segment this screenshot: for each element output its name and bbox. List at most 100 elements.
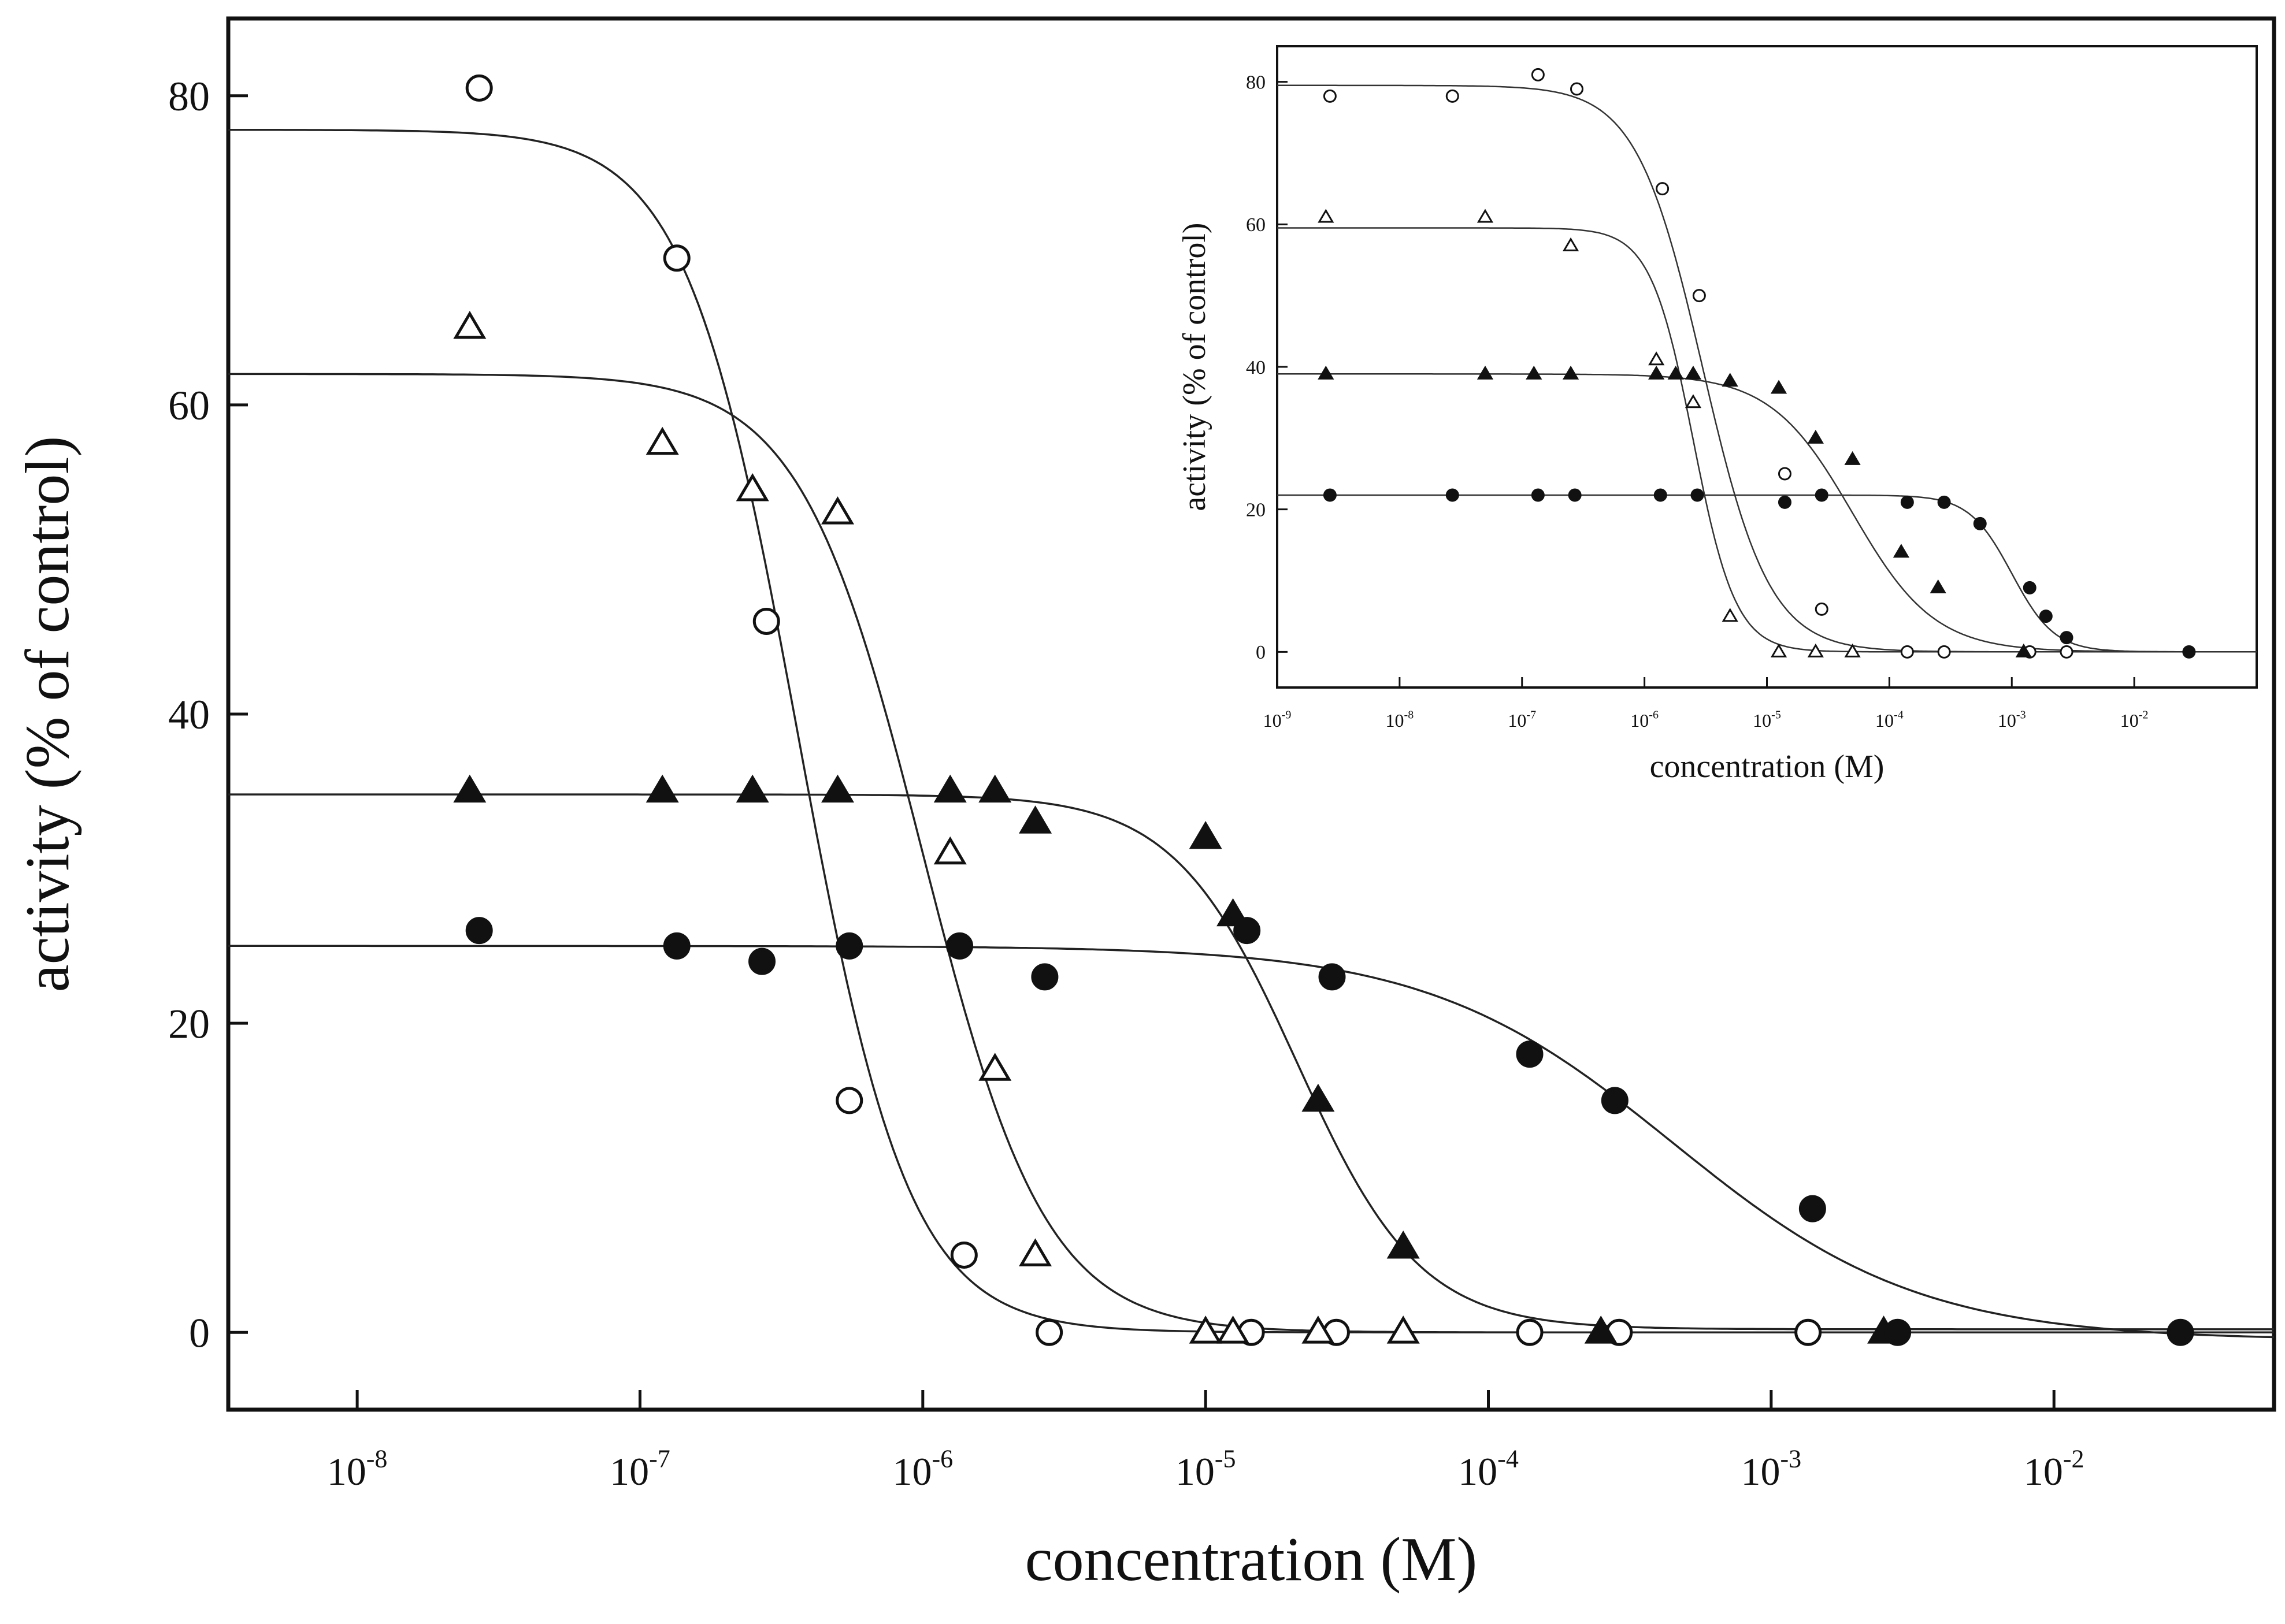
inset-data-point-filled-circle bbox=[1778, 495, 1791, 509]
main-x-tick-label: 10-7 bbox=[610, 1444, 670, 1493]
main-data-point-open-triangle bbox=[736, 473, 769, 501]
inset-data-point-open-circle bbox=[1531, 68, 1545, 81]
main-series-filled-triangle bbox=[453, 774, 1901, 1344]
main-data-point-filled-triangle bbox=[453, 774, 487, 803]
main-data-point-open-circle bbox=[752, 607, 780, 635]
inset-y-axis-label: activity (% of control) bbox=[1177, 222, 1212, 511]
main-data-point-filled-triangle bbox=[933, 774, 967, 803]
inset-y-tick-label: 20 bbox=[1246, 500, 1266, 521]
inset-data-point-open-circle bbox=[2060, 645, 2073, 659]
main-data-point-filled-circle bbox=[1031, 963, 1059, 991]
main-data-point-filled-circle bbox=[1798, 1195, 1826, 1222]
main-data-point-filled-triangle bbox=[1189, 820, 1222, 849]
main-data-point-filled-triangle bbox=[1301, 1083, 1335, 1112]
inset-data-point-open-triangle bbox=[1648, 351, 1665, 366]
main-y-tick-label: 0 bbox=[189, 1310, 210, 1356]
main-y-axis: 0 20 40 60 80 bbox=[168, 73, 248, 1356]
inset-x-tick-label: 10-4 bbox=[1875, 709, 1904, 731]
inset-data-point-open-triangle bbox=[1807, 643, 1824, 657]
inset-data-point-filled-circle bbox=[1568, 488, 1582, 502]
inset-data-point-open-circle bbox=[1900, 645, 1914, 659]
inset-y-tick-label: 0 bbox=[1256, 642, 1266, 663]
main-data-point-filled-circle bbox=[1884, 1318, 1912, 1346]
main-data-point-filled-circle bbox=[1233, 917, 1261, 945]
inset-data-point-open-circle bbox=[1570, 82, 1583, 96]
main-x-axis: 10-8 10-7 10-6 10-5 10-4 10-3 10-2 bbox=[327, 1390, 2084, 1493]
inset-data-point-filled-circle bbox=[2039, 610, 2053, 623]
main-data-point-filled-triangle bbox=[646, 774, 679, 803]
main-data-point-filled-triangle bbox=[1584, 1315, 1618, 1344]
main-x-tick-label: 10-4 bbox=[1458, 1444, 1519, 1493]
main-x-tick-label: 10-8 bbox=[327, 1444, 388, 1493]
inset-data-point-filled-circle bbox=[1323, 488, 1337, 502]
inset-y-tick-label: 60 bbox=[1246, 214, 1266, 236]
inset-data-point-filled-triangle bbox=[1770, 380, 1787, 394]
inset-data-point-filled-triangle bbox=[1685, 365, 1702, 380]
inset-x-tick-label: 10-8 bbox=[1386, 709, 1414, 731]
inset-fit-curve-open-triangle bbox=[1277, 227, 2257, 653]
inset-data-point-filled-triangle bbox=[1722, 373, 1738, 387]
main-data-point-open-circle bbox=[1036, 1318, 1063, 1346]
main-fit-curve-filled-circle bbox=[228, 945, 2274, 1339]
inset-fit-curve-filled-triangle bbox=[1277, 373, 2257, 653]
inset-series-open-triangle bbox=[1318, 209, 1861, 657]
main-data-point-filled-circle bbox=[2167, 1318, 2194, 1346]
inset-data-point-filled-triangle bbox=[1648, 365, 1665, 380]
main-y-tick-label: 20 bbox=[168, 1001, 210, 1047]
inset-data-point-filled-circle bbox=[2060, 631, 2073, 645]
main-data-point-open-triangle bbox=[1386, 1315, 1420, 1344]
main-data-point-open-triangle bbox=[1189, 1315, 1222, 1344]
inset-data-point-open-triangle bbox=[1722, 608, 1738, 622]
main-data-point-open-triangle bbox=[1216, 1315, 1250, 1344]
main-data-point-open-triangle bbox=[1019, 1238, 1052, 1266]
inset-x-tick-label: 10-3 bbox=[1998, 709, 2026, 731]
main-data-point-open-circle bbox=[663, 244, 691, 272]
main-data-point-filled-triangle bbox=[1386, 1230, 1420, 1259]
main-data-point-open-triangle bbox=[453, 311, 487, 339]
inset-data-point-filled-circle bbox=[2023, 581, 2037, 594]
main-data-point-filled-circle bbox=[465, 917, 493, 945]
inset-data-point-filled-circle bbox=[1937, 495, 1951, 509]
inset-data-point-filled-circle bbox=[1445, 488, 1459, 502]
inset-x-axis-label: concentration (M) bbox=[1650, 749, 1885, 785]
main-data-point-filled-circle bbox=[663, 932, 691, 960]
inset-data-point-open-circle bbox=[1692, 289, 1706, 303]
main-data-point-filled-triangle bbox=[1019, 805, 1052, 834]
main-data-point-open-triangle bbox=[933, 836, 967, 865]
main-x-tick-label: 10-5 bbox=[1175, 1444, 1236, 1493]
inset-y-tick-label: 80 bbox=[1246, 72, 1266, 94]
main-data-point-filled-circle bbox=[1516, 1040, 1544, 1068]
main-data-point-filled-circle bbox=[1601, 1087, 1629, 1114]
inset-data-point-open-triangle bbox=[1318, 209, 1334, 223]
main-chart: 0 20 40 60 80 10-8 10-7 10-6 10-5 10-4 10-3 10-2 con… bbox=[13, 16, 2276, 1594]
inset-data-point-filled-triangle bbox=[1562, 365, 1579, 380]
main-data-point-filled-triangle bbox=[821, 774, 855, 803]
main-x-tick-label: 10-2 bbox=[2024, 1444, 2084, 1493]
inset-data-point-open-circle bbox=[1937, 645, 1951, 659]
main-y-tick-label: 60 bbox=[168, 382, 210, 429]
inset-series-open-circle bbox=[1323, 68, 2073, 659]
inset-data-point-open-circle bbox=[1445, 89, 1459, 103]
inset-data-point-filled-circle bbox=[1690, 488, 1704, 502]
main-data-point-open-triangle bbox=[646, 426, 679, 455]
inset-data-point-filled-triangle bbox=[2015, 643, 2032, 657]
inset-y-axis: 0 20 40 60 80 bbox=[1246, 72, 1288, 663]
inset-x-tick-label: 10-7 bbox=[1508, 709, 1536, 731]
inset-data-point-open-triangle bbox=[1562, 237, 1579, 251]
inset-x-tick-label: 10-2 bbox=[2120, 709, 2149, 731]
inset-data-point-open-triangle bbox=[1477, 209, 1494, 223]
main-data-point-open-circle bbox=[950, 1241, 978, 1269]
inset-data-point-filled-circle bbox=[1653, 488, 1667, 502]
inset-data-point-filled-triangle bbox=[1807, 429, 1824, 444]
main-data-point-filled-triangle bbox=[736, 774, 769, 803]
inset-data-point-open-circle bbox=[1656, 182, 1670, 196]
inset-fit-curves bbox=[1277, 84, 2257, 653]
inset-data-point-filled-circle bbox=[1531, 488, 1545, 502]
inset-data-point-filled-circle bbox=[1973, 516, 1987, 530]
main-y-axis-label: activity (% of control) bbox=[13, 436, 82, 993]
inset-data-point-filled-triangle bbox=[1893, 544, 1910, 558]
main-data-point-filled-circle bbox=[1318, 963, 1346, 991]
inset-data-point-filled-triangle bbox=[1477, 365, 1494, 380]
